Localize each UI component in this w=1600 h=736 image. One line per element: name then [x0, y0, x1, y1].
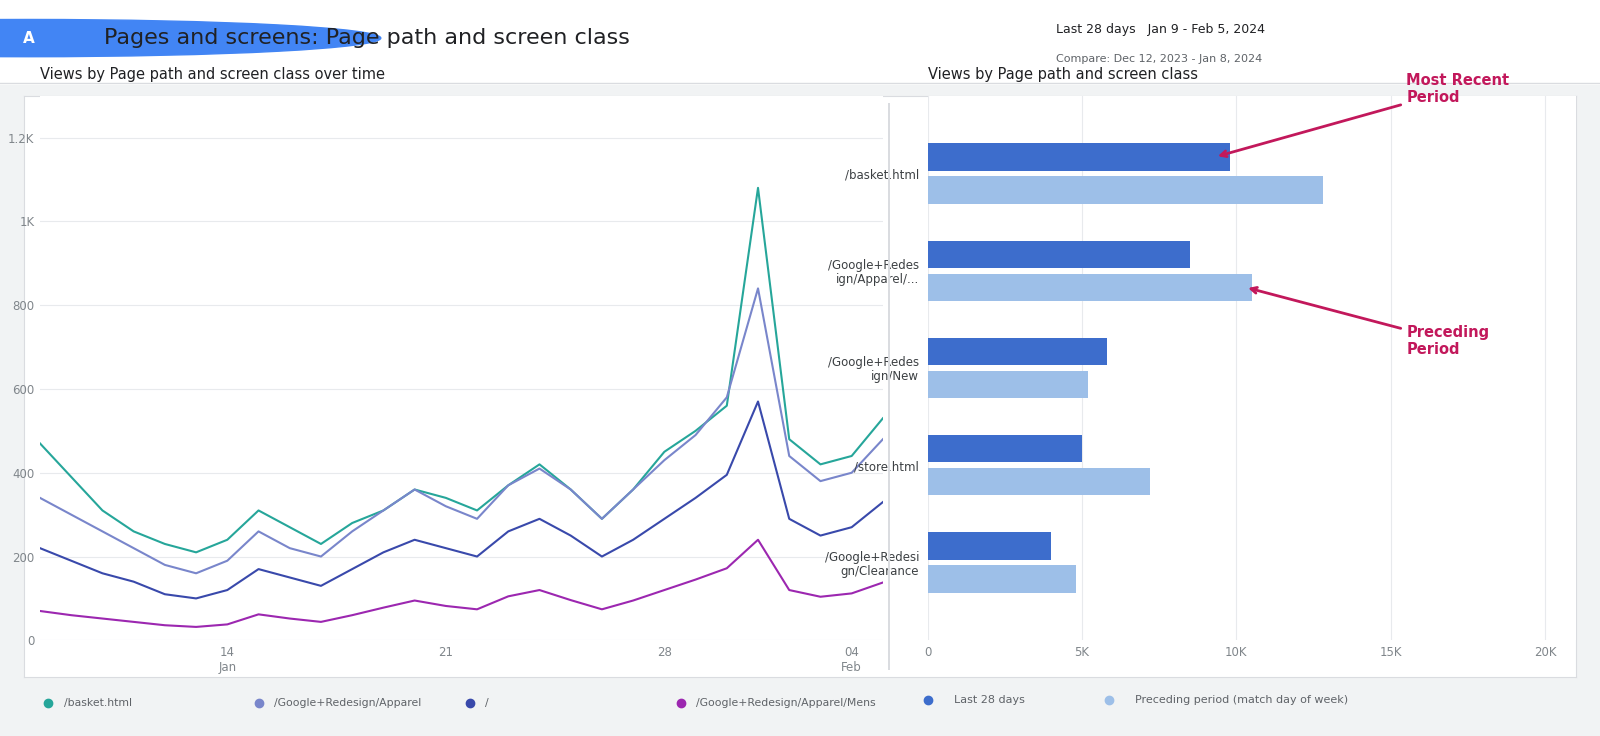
- Text: Last 28 days   Jan 9 - Feb 5, 2024: Last 28 days Jan 9 - Feb 5, 2024: [1056, 23, 1266, 36]
- Bar: [928, 144, 1230, 171]
- Text: /Google+Redesign/Apparel/Mens: /Google+Redesign/Apparel/Mens: [696, 698, 875, 708]
- Bar: [928, 338, 1107, 365]
- Text: Compare: Dec 12, 2023 - Jan 8, 2024: Compare: Dec 12, 2023 - Jan 8, 2024: [1056, 54, 1262, 64]
- Text: A: A: [22, 31, 35, 46]
- Text: /basket.html: /basket.html: [64, 698, 131, 708]
- Text: Pages and screens: Page path and screen class: Pages and screens: Page path and screen …: [104, 28, 630, 48]
- Bar: [928, 565, 1075, 592]
- Text: Views by Page path and screen class over time: Views by Page path and screen class over…: [40, 67, 386, 82]
- Text: Views by Page path and screen class: Views by Page path and screen class: [928, 67, 1198, 82]
- Text: Preceding period (match day of week): Preceding period (match day of week): [1134, 696, 1349, 705]
- Bar: [928, 468, 1150, 495]
- Text: /: /: [485, 698, 488, 708]
- Bar: [928, 177, 1323, 204]
- Text: Most Recent
Period: Most Recent Period: [1221, 73, 1509, 157]
- Text: Last 28 days: Last 28 days: [954, 696, 1024, 705]
- Bar: [928, 241, 1190, 268]
- Circle shape: [0, 19, 381, 57]
- Text: Preceding
Period: Preceding Period: [1251, 288, 1490, 357]
- Bar: [928, 532, 1051, 559]
- Text: /Google+Redesign/Apparel: /Google+Redesign/Apparel: [274, 698, 421, 708]
- Bar: [928, 274, 1251, 301]
- Bar: [928, 435, 1082, 462]
- Bar: [928, 371, 1088, 398]
